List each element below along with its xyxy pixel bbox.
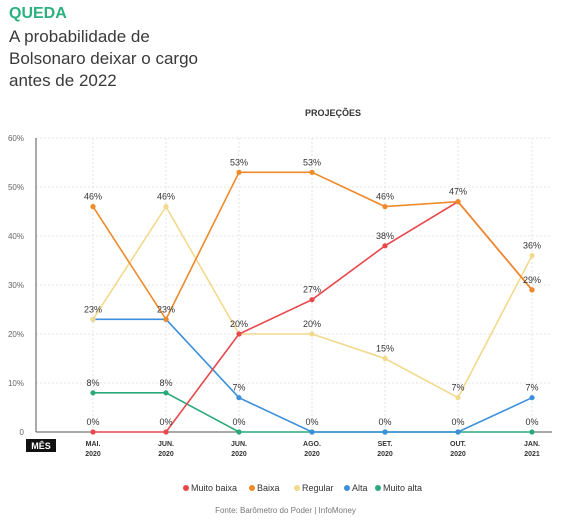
data-label: 46%	[84, 192, 102, 202]
data-label: 46%	[157, 192, 175, 202]
data-label: 53%	[230, 157, 248, 167]
legend-label: Baixa	[257, 483, 280, 493]
data-point	[382, 355, 388, 362]
data-point	[382, 429, 388, 435]
data-label: 15%	[376, 344, 394, 354]
x-tick-label-year: 2020	[377, 451, 393, 458]
data-label: 0%	[159, 417, 172, 427]
data-point	[163, 429, 169, 435]
source-note: Fonte: Barômetro do Poder | InfoMoney	[215, 506, 356, 515]
x-tick-label: JAN.	[524, 441, 540, 448]
data-point	[309, 297, 315, 303]
data-label: 46%	[376, 192, 394, 202]
data-label: 20%	[303, 319, 321, 329]
data-label: 29%	[523, 275, 541, 285]
data-point	[90, 204, 96, 210]
data-label: 38%	[376, 231, 394, 241]
data-point	[529, 429, 535, 435]
legend-label: Muito alta	[383, 483, 422, 493]
y-tick-label: 10%	[8, 379, 24, 388]
data-point	[90, 390, 96, 396]
data-point	[163, 390, 169, 396]
y-tick-label: 20%	[8, 330, 24, 339]
data-point	[309, 331, 315, 337]
data-label: 0%	[451, 417, 464, 427]
data-point	[455, 429, 461, 435]
data-point	[163, 316, 169, 322]
x-tick-label-year: 2020	[450, 451, 466, 458]
legend-marker	[344, 485, 350, 491]
data-label: 23%	[84, 304, 102, 314]
y-tick-label: 0	[20, 428, 25, 437]
data-point	[309, 169, 315, 175]
data-label: 53%	[303, 157, 321, 167]
data-point	[309, 429, 315, 435]
x-tick-label-year: 2021	[524, 451, 540, 458]
data-point	[236, 429, 242, 435]
data-point	[529, 253, 535, 259]
x-axis-title: MÊS	[31, 440, 51, 451]
data-point	[90, 316, 96, 322]
x-tick-label: SET.	[378, 441, 393, 448]
data-label: 8%	[86, 378, 99, 388]
x-tick-label: MAI.	[86, 441, 101, 448]
data-label: 7%	[525, 383, 538, 393]
x-tick-label-year: 2020	[158, 451, 174, 458]
data-point	[163, 204, 169, 210]
data-label: 23%	[157, 304, 175, 314]
data-label: 0%	[86, 417, 99, 427]
x-tick-label: AGO.	[303, 441, 321, 448]
data-label: 0%	[378, 417, 391, 427]
data-point	[382, 243, 388, 249]
legend-marker	[183, 485, 189, 491]
data-point	[455, 199, 461, 205]
legend-label: Muito baixa	[191, 483, 237, 493]
data-label: 8%	[159, 378, 172, 388]
data-label: 20%	[230, 319, 248, 329]
data-point	[236, 169, 242, 175]
data-point	[236, 395, 242, 401]
data-label: 36%	[523, 241, 541, 251]
y-tick-label: 40%	[8, 232, 24, 241]
x-tick-label: JUN.	[231, 441, 247, 448]
y-tick-label: 60%	[8, 134, 24, 143]
legend-marker	[294, 485, 300, 491]
x-tick-label-year: 2020	[304, 451, 320, 458]
chart-title: PROJEÇÕES	[305, 108, 361, 118]
y-tick-label: 50%	[8, 183, 24, 192]
data-point	[529, 395, 535, 401]
data-label: 47%	[449, 187, 467, 197]
x-tick-label: OUT.	[450, 441, 466, 448]
data-point	[236, 331, 242, 337]
x-tick-label: JUN.	[158, 441, 174, 448]
data-label: 7%	[232, 383, 245, 393]
data-point	[90, 429, 96, 435]
data-label: 0%	[232, 417, 245, 427]
data-label: 27%	[303, 285, 321, 295]
x-tick-label-year: 2020	[85, 451, 101, 458]
x-axis-title-box	[26, 439, 56, 452]
data-point	[529, 287, 535, 293]
legend-label: Alta	[352, 483, 368, 493]
legend-label: Regular	[302, 483, 334, 493]
data-point	[455, 395, 461, 401]
data-label: 7%	[451, 383, 464, 393]
data-point	[382, 204, 388, 210]
x-tick-label-year: 2020	[231, 451, 247, 458]
legend-marker	[375, 485, 381, 491]
kicker: QUEDA	[9, 5, 67, 22]
data-label: 0%	[525, 417, 538, 427]
legend-marker	[249, 485, 255, 491]
data-label: 0%	[305, 417, 318, 427]
y-tick-label: 30%	[8, 281, 24, 290]
headline: A probabilidade de Bolsonaro deixar o ca…	[9, 27, 199, 90]
